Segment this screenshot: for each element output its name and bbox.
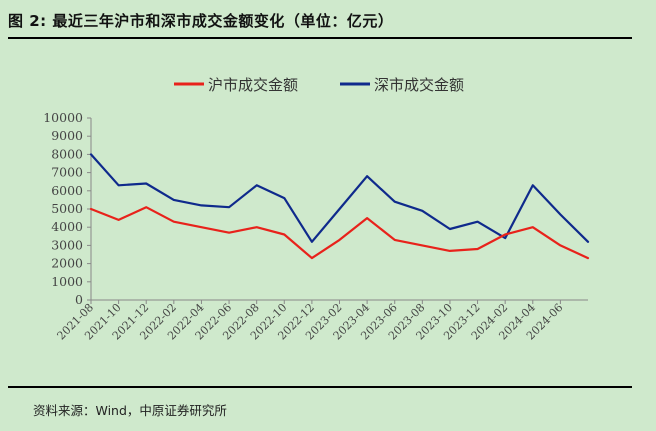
- y-tick-label: 10000: [43, 110, 83, 125]
- y-tick-label: 4000: [51, 219, 83, 234]
- y-tick-label: 7000: [51, 165, 83, 180]
- y-tick-label: 5000: [51, 201, 83, 216]
- y-tick-label: 9000: [51, 128, 83, 143]
- y-tick-label: 3000: [51, 237, 83, 252]
- sh-series-line: [89, 206, 590, 260]
- source-note: 资料来源：Wind，中原证券研究所: [33, 403, 227, 418]
- y-tick-label: 8000: [51, 146, 83, 161]
- y-tick-label: 2000: [51, 256, 83, 271]
- y-tick-label: 1000: [51, 274, 83, 289]
- legend-label-sz: 深市成交金额: [374, 76, 464, 94]
- figure-title: 图 2: 最近三年沪市和深市成交金额变化（单位：亿元）: [8, 12, 394, 30]
- bottom-rule: [8, 386, 632, 388]
- line-chart: 沪市成交金额 深市成交金额 0 1000 2000 3000 4000 5000 6000 700…: [43, 76, 590, 342]
- legend-label-sh: 沪市成交金额: [208, 76, 298, 94]
- y-tick-label: 0: [75, 292, 83, 307]
- top-rule: [8, 37, 632, 39]
- y-tick-label: 6000: [51, 183, 83, 198]
- sz-series-line: [89, 153, 590, 243]
